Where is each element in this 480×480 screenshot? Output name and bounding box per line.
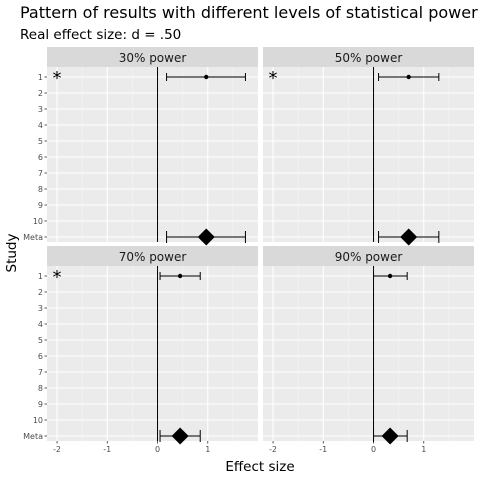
y-tick-label: 8: [38, 185, 43, 194]
y-tick-label: 10: [33, 416, 43, 425]
x-tick-label: -1: [319, 445, 327, 454]
facet-strip: [47, 47, 258, 67]
meta-diamond: [171, 427, 189, 445]
y-tick-label: Meta: [23, 233, 43, 242]
y-tick-label: 7: [38, 368, 43, 377]
meta-diamond: [197, 228, 215, 246]
y-tick-label: 5: [38, 137, 43, 146]
facet-strip-label: 90% power: [335, 250, 403, 264]
y-axis-title: Study: [4, 234, 20, 273]
study-point: [406, 74, 411, 80]
y-tick-label: 3: [38, 304, 43, 313]
facet-strip-label: 30% power: [119, 51, 187, 65]
facet-panel: 70% power 1 2 3 4 5 6 7 8 9 10 Meta -2 -1 0 1 *: [23, 246, 258, 454]
facet-panel: 50% power *: [263, 47, 474, 246]
y-tick-label: 9: [38, 400, 43, 409]
facet-panel: 30% power 1 2 3 4 5 6 7 8 9 10 Meta *: [23, 47, 258, 246]
facet-panel: 90% power -2 -1 0 1: [263, 246, 474, 454]
y-tick-label: 10: [33, 217, 43, 226]
y-tick-label: 3: [38, 105, 43, 114]
chart-subtitle: Real effect size: d = .50: [20, 27, 181, 43]
x-tick-label: 1: [205, 445, 210, 454]
facet-strip-label: 50% power: [335, 51, 403, 65]
y-tick-label: 4: [38, 121, 43, 130]
x-axis-title: Effect size: [225, 459, 294, 475]
y-tick-label: Meta: [23, 432, 43, 441]
study-point: [204, 74, 209, 80]
significance-star: *: [53, 68, 62, 89]
x-tick-label: 1: [421, 445, 426, 454]
y-tick-label: 9: [38, 201, 43, 210]
facet-strip: [263, 246, 474, 266]
facet-strip: [263, 47, 474, 67]
y-tick-label: 5: [38, 336, 43, 345]
y-tick-label: 6: [38, 153, 43, 162]
significance-star: *: [269, 68, 278, 89]
y-tick-label: 8: [38, 384, 43, 393]
study-point: [387, 273, 393, 279]
x-tick-label: -2: [53, 445, 61, 454]
meta-diamond: [381, 427, 399, 445]
x-tick-label: -2: [269, 445, 277, 454]
significance-star: *: [53, 267, 62, 288]
facet-strip-label: 70% power: [119, 250, 187, 264]
y-tick-label: 2: [38, 89, 43, 98]
y-tick-label: 1: [38, 272, 43, 281]
study-point: [177, 273, 183, 279]
y-tick-label: 4: [38, 320, 43, 329]
x-tick-label: 0: [371, 445, 376, 454]
y-tick-label: 1: [38, 73, 43, 82]
x-tick-label: -1: [103, 445, 111, 454]
facet-strip: [47, 246, 258, 266]
y-tick-label: 7: [38, 169, 43, 178]
y-tick-label: 6: [38, 352, 43, 361]
x-tick-label: 0: [155, 445, 160, 454]
chart-title: Pattern of results with different levels…: [20, 3, 478, 22]
y-tick-label: 2: [38, 288, 43, 297]
meta-diamond: [400, 228, 418, 246]
